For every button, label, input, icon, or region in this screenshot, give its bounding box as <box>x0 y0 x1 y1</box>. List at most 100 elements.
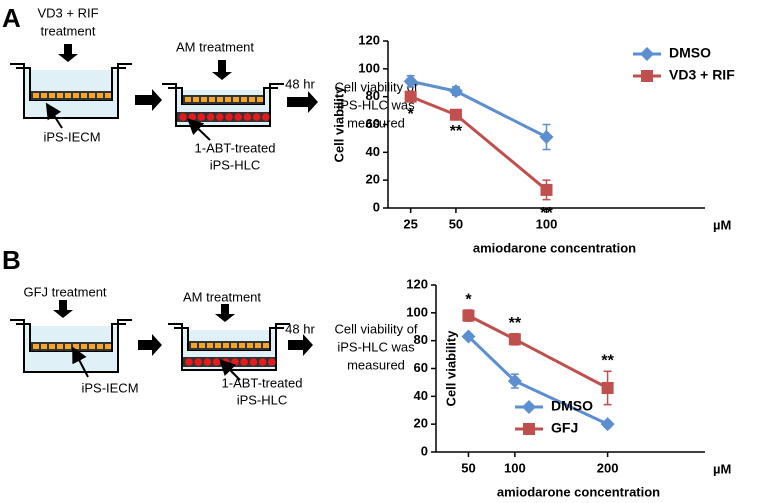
panel-letter: B <box>2 245 21 275</box>
treatment-label: AM treatment <box>183 289 261 304</box>
iecm-cell <box>97 93 103 98</box>
hlc-cell <box>203 358 212 366</box>
y-axis-label: Cell viability <box>331 86 346 163</box>
x-unit: µM <box>713 461 731 476</box>
down-arrow <box>58 44 78 62</box>
iecm-cell <box>33 93 39 98</box>
block-arrow <box>288 334 313 356</box>
y-tick-label: 20 <box>366 172 380 187</box>
iecm-cell <box>41 344 47 349</box>
y-tick-label: 100 <box>358 60 380 75</box>
significance: ** <box>450 123 463 140</box>
legend-marker <box>522 400 536 414</box>
y-tick-label: 40 <box>414 388 428 403</box>
data-point <box>461 329 476 344</box>
iecm-cell <box>199 343 205 348</box>
hlc-cell <box>243 113 252 121</box>
hlc-cell <box>268 358 276 366</box>
well <box>10 319 132 373</box>
legend-label: GFJ <box>551 420 578 436</box>
down-arrow <box>215 304 235 322</box>
label: VD3 + RIF <box>37 5 98 20</box>
significance: * <box>408 106 415 123</box>
y-tick-label: 40 <box>366 144 380 159</box>
y-tick-label: 60 <box>366 116 380 131</box>
data-point <box>539 130 554 145</box>
series-line <box>410 95 548 192</box>
series-line <box>410 79 548 139</box>
hlc-cell <box>216 113 224 121</box>
hlc-cell <box>197 113 206 121</box>
hlc-cell <box>249 358 258 366</box>
label: iPS-HLC <box>210 157 261 172</box>
insert-label: iPS-IECM <box>81 380 138 395</box>
hlc-cell <box>258 358 267 366</box>
legend-marker <box>640 47 654 61</box>
insert-label: iPS-IECM <box>43 129 100 144</box>
hlc-cell <box>252 113 261 121</box>
hlc-cell <box>206 113 215 121</box>
y-tick-label: 100 <box>406 304 428 319</box>
data-point <box>600 417 615 432</box>
iecm-cell <box>255 343 261 348</box>
block-arrow <box>287 91 318 113</box>
iecm-cell <box>65 344 71 349</box>
y-tick-label: 80 <box>414 332 428 347</box>
treatment-label: AM treatment <box>176 39 254 54</box>
hlc-cell <box>234 113 242 121</box>
iecm-cell <box>193 97 199 102</box>
iecm-cell <box>191 343 197 348</box>
x-tick-label: 25 <box>403 216 417 231</box>
series-line <box>467 314 609 390</box>
data-point <box>403 74 418 89</box>
hlc-cell <box>185 358 193 366</box>
iecm-cell <box>247 343 253 348</box>
iecm-cell <box>65 93 71 98</box>
iecm-cell <box>105 93 111 98</box>
label: iPS-HLC <box>237 392 288 407</box>
data-point <box>448 84 463 99</box>
time-label: 48 hr <box>285 321 315 336</box>
iecm-cell <box>223 343 229 348</box>
pointer <box>72 346 89 378</box>
pointer <box>219 359 241 381</box>
hlc-cell <box>194 358 202 366</box>
iecm-cell <box>249 97 255 102</box>
label: GFJ treatment <box>23 284 106 299</box>
label: 1-ABT-treated <box>195 140 276 155</box>
data-point <box>508 333 521 346</box>
iecm-cell <box>33 344 39 349</box>
iecm-cell <box>105 344 111 349</box>
data-point <box>462 309 475 322</box>
iecm-cell <box>217 97 223 102</box>
y-tick-label: 0 <box>421 443 428 458</box>
iecm-cell <box>231 343 237 348</box>
label: iPS-HLC was <box>337 97 415 112</box>
y-tick-label: 80 <box>366 88 380 103</box>
data-point <box>404 90 417 103</box>
label: Cell viability of <box>334 321 417 336</box>
data-point <box>601 381 614 394</box>
hlc-cell <box>231 358 239 366</box>
iecm-cell <box>209 97 215 102</box>
x-axis-label: amiodarone concentration <box>473 240 636 255</box>
label: measured <box>347 115 405 130</box>
iecm-cell <box>263 343 269 348</box>
iecm-cell <box>239 343 245 348</box>
hlc-cell <box>212 358 221 366</box>
y-axis-label: Cell viability <box>443 330 458 407</box>
iecm-cell <box>73 344 79 349</box>
label: iPS-HLC was <box>337 339 415 354</box>
iecm-cell <box>185 97 191 102</box>
iecm-cell <box>41 93 47 98</box>
y-tick-label: 20 <box>414 416 428 431</box>
time-label: 48 hr <box>285 76 315 91</box>
iecm-cell <box>89 344 95 349</box>
block-arrow <box>138 334 162 356</box>
hlc-cell <box>188 113 196 121</box>
label: treatment <box>41 23 96 38</box>
iecm-cell <box>49 93 55 98</box>
iecm-cell <box>201 97 207 102</box>
label: 1-ABT-treated <box>222 375 303 390</box>
